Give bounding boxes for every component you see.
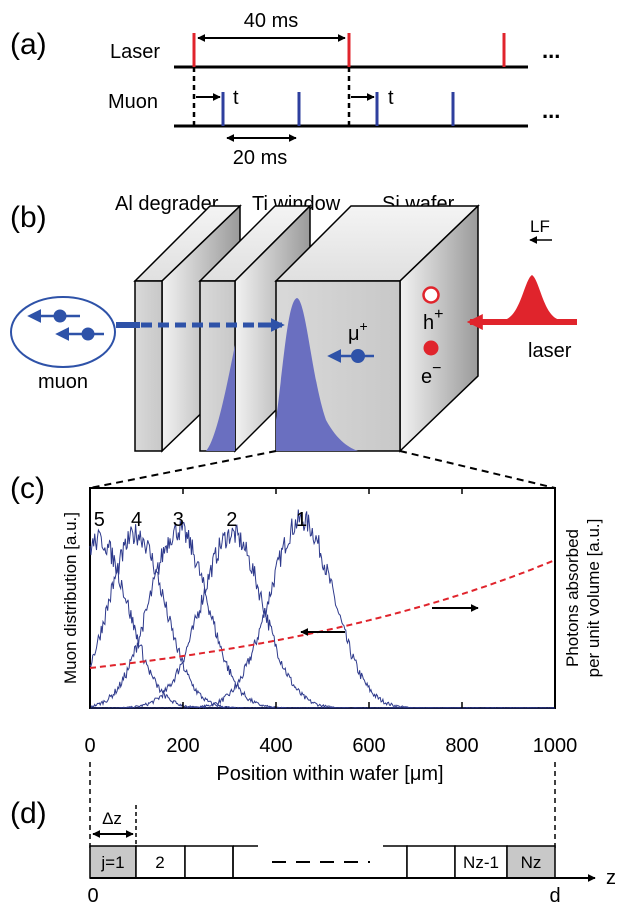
muon-period-label: 20 ms (233, 147, 287, 169)
x-tick-label: 1000 (533, 735, 578, 757)
peak-label: 5 (94, 509, 105, 531)
z-origin-label: 0 (87, 885, 98, 903)
muon-source-ellipse (10, 296, 116, 368)
panel-a: (a) Laser Muon 40 ms t t 20 ms ... ... (10, 10, 560, 169)
delay-label: t (233, 87, 239, 109)
zoom-guide-line (89, 450, 277, 489)
laser-pulse-icon (502, 275, 562, 320)
laser-beam-label: laser (528, 340, 572, 362)
dz-label: Δz (102, 809, 122, 828)
muon-distribution-curve-5 (89, 528, 556, 709)
y-axis-right-label-line2: per unit volume [a.u.] (584, 519, 603, 678)
si-wafer-block (274, 204, 480, 453)
peak-label: 4 (131, 509, 142, 531)
panel-b-label: (b) (10, 201, 47, 234)
cell-last (506, 845, 556, 879)
cell-partial (232, 845, 258, 879)
window-muon-distribution (206, 345, 235, 451)
x-tick-label: 800 (445, 735, 478, 757)
period-label: 40 ms (244, 10, 298, 32)
peak-label: 2 (226, 509, 237, 531)
cell (454, 845, 508, 879)
cell-label: Nz-1 (463, 853, 499, 872)
delay-label: t (388, 87, 394, 109)
x-tick-label: 400 (259, 735, 292, 757)
electron-label: e− (421, 360, 441, 388)
panel-a-label: (a) (10, 28, 47, 61)
x-axis-label: Position within wafer [μm] (216, 763, 443, 785)
cell-label: Nz (521, 853, 542, 872)
panel-c-label: (c) (10, 472, 45, 505)
ellipsis: ... (542, 98, 560, 123)
panel-c: (c) 1 2 3 4 5 0 200 400 600 800 1000 Muon distrib… (10, 472, 603, 852)
muon-source-label: muon (38, 371, 88, 393)
panel-d: (d) Δz j=1 2 Nz-1 Nz 0 d z (10, 797, 616, 903)
implanted-muon-label: μ+ (348, 318, 368, 345)
hole-icon (422, 286, 440, 304)
ellipsis: ... (542, 38, 560, 63)
degrader-label: Al degrader (115, 193, 219, 215)
laser-row-label: Laser (110, 41, 160, 63)
y-axis-right-label-line1: Photons absorbed (563, 529, 582, 667)
cell (406, 845, 456, 879)
cell-row: j=1 2 Nz-1 Nz (89, 845, 556, 879)
peak-labels: 1 2 3 4 5 (94, 509, 307, 531)
cell-partial (383, 845, 408, 879)
plot-curves (89, 509, 556, 709)
muon-row-label: Muon (108, 91, 158, 113)
cell-label: j=1 (100, 853, 124, 872)
peak-label: 3 (173, 509, 184, 531)
plot-frame (89, 487, 556, 709)
x-tick-label: 200 (166, 735, 199, 757)
cell (184, 845, 234, 879)
wafer-muon-distribution (276, 298, 358, 451)
cell (135, 845, 186, 879)
electron-icon (423, 340, 439, 356)
z-end-label: d (549, 885, 560, 903)
cell-label: 2 (155, 853, 164, 872)
field-label: LF (530, 217, 550, 236)
cell-first (89, 845, 137, 879)
x-axis-ticks: 0 200 400 600 800 1000 (84, 488, 577, 757)
x-tick-label: 0 (84, 735, 95, 757)
panel-b: (b) Al degrader Ti window Si wafer LF (10, 193, 577, 489)
x-tick-label: 600 (352, 735, 385, 757)
zoom-guide-line (399, 450, 556, 489)
z-axis-label: z (606, 867, 616, 889)
panel-d-label: (d) (10, 797, 47, 830)
y-axis-left-label: Muon distribution [a.u.] (61, 512, 80, 684)
peak-label: 1 (296, 509, 307, 531)
hole-label: h+ (423, 306, 443, 334)
